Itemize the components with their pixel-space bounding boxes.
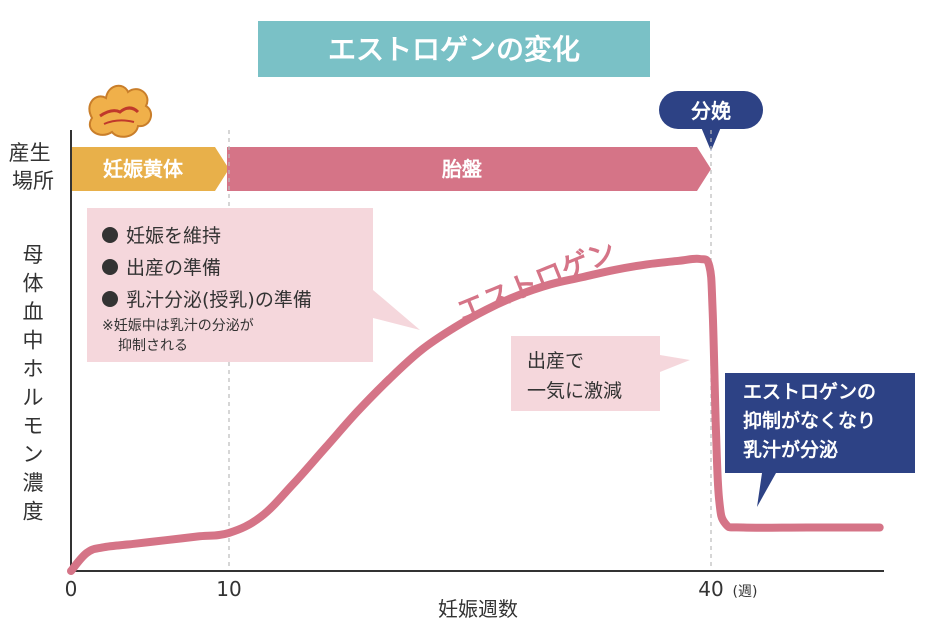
event-bubble-0 bbox=[659, 91, 763, 129]
corpus-luteum-illustration bbox=[88, 84, 153, 138]
source-label: 産生 場所 bbox=[9, 141, 58, 193]
x-tick-unit-2: (週) bbox=[733, 584, 758, 600]
annotation-drop-line-1: 一気に激減 bbox=[527, 380, 622, 402]
annotation-after-line-0: エストロゲンの bbox=[743, 381, 876, 403]
annotation-drop-line-0: 出産で bbox=[527, 350, 584, 372]
source-band-label-1: 胎盤 bbox=[441, 157, 483, 181]
chart-title: エストロゲンの変化 bbox=[328, 33, 580, 66]
annotation-early-bullet-0: 妊娠を維持 bbox=[126, 225, 221, 247]
chart-title-banner bbox=[258, 21, 650, 77]
annotation-early-note-1: 抑制される bbox=[118, 338, 188, 354]
bullet-icon bbox=[102, 259, 118, 275]
source-band-label-0: 妊娠黄体 bbox=[103, 157, 184, 181]
y-axis-label: 母体血中ホルモン濃度 bbox=[23, 243, 44, 524]
series-label-estrogen: エストロゲン bbox=[452, 234, 620, 328]
series-line-estrogen bbox=[67, 254, 884, 575]
x-tick-label-2: 40 bbox=[698, 577, 723, 601]
annotation-after-line-2: 乳汁が分泌 bbox=[743, 438, 838, 461]
x-axis-label: 妊娠週数 bbox=[438, 597, 518, 621]
bullet-icon bbox=[102, 227, 118, 243]
annotation-early-note-0: ※妊娠中は乳汁の分泌が bbox=[102, 318, 254, 334]
annotation-after-line-1: 抑制がなくなり bbox=[743, 409, 876, 432]
x-tick-label-1: 10 bbox=[216, 577, 241, 601]
bullet-icon bbox=[102, 291, 118, 307]
annotation-early-bullet-2: 乳汁分泌(授乳)の準備 bbox=[126, 289, 312, 311]
x-tick-label-0: 0 bbox=[65, 577, 78, 601]
source-band-0 bbox=[71, 147, 229, 191]
source-band-1 bbox=[227, 147, 711, 191]
annotation-early-bullet-1: 出産の準備 bbox=[126, 257, 221, 279]
event-label-0: 分娩 bbox=[691, 99, 731, 123]
